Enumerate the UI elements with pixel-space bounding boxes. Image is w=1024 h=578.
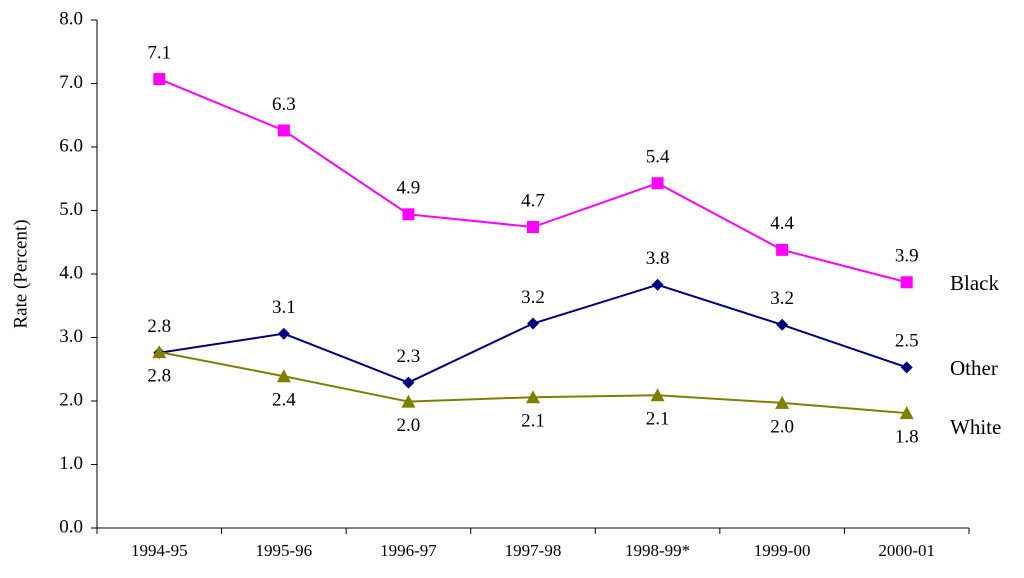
data-label: 3.9 [895, 246, 919, 267]
data-label: 2.1 [521, 411, 545, 432]
x-tick-label: 1995-96 [256, 541, 313, 560]
y-tick-label: 3.0 [59, 326, 83, 347]
marker [527, 317, 539, 330]
marker [153, 73, 166, 86]
data-label: 5.4 [646, 147, 670, 168]
marker [900, 276, 913, 289]
x-tick-label: 1994-95 [131, 541, 188, 560]
marker [776, 318, 789, 331]
y-tick-label: 8.0 [59, 8, 83, 29]
marker [899, 406, 914, 420]
y-tick-label: 2.0 [59, 389, 83, 410]
x-tick-label: 1998-99* [625, 541, 690, 560]
marker [900, 361, 913, 374]
marker [527, 221, 539, 234]
data-label: 2.8 [147, 316, 171, 337]
data-label: 3.2 [770, 288, 794, 309]
marker [776, 243, 789, 256]
legend-label: Other [950, 356, 998, 380]
x-tick-label: 1999-00 [754, 541, 811, 560]
data-label: 3.2 [521, 287, 545, 308]
marker [651, 278, 664, 291]
marker [650, 388, 665, 402]
data-label: 2.0 [770, 416, 794, 437]
marker [277, 327, 290, 340]
data-label: 1.8 [895, 426, 919, 447]
marker [775, 395, 790, 409]
data-label: 2.4 [272, 390, 296, 411]
marker [402, 376, 415, 389]
marker [402, 208, 415, 221]
data-label: 3.1 [272, 297, 296, 318]
y-tick-label: 7.0 [59, 72, 83, 93]
marker [651, 177, 664, 190]
data-label: 3.8 [646, 248, 670, 269]
data-label: 2.1 [646, 409, 670, 430]
data-label: 6.3 [272, 94, 296, 115]
y-tick-label: 0.0 [59, 516, 83, 537]
marker [152, 345, 167, 359]
data-label: 2.3 [397, 346, 421, 367]
marker [526, 390, 540, 404]
y-tick-label: 4.0 [59, 262, 83, 283]
x-tick-label: 1996-97 [380, 541, 437, 560]
x-tick-label: 1997-98 [505, 541, 562, 560]
data-label: 4.9 [397, 178, 421, 199]
data-label: 2.5 [895, 331, 919, 352]
y-tick-label: 6.0 [59, 135, 83, 156]
data-label: 4.4 [770, 213, 794, 234]
y-tick-label: 5.0 [59, 199, 83, 220]
data-label: 2.8 [147, 365, 171, 386]
legend-label: Black [950, 271, 999, 295]
marker [276, 369, 291, 383]
legend-label: White [950, 415, 1001, 439]
x-tick-label: 2000-01 [878, 541, 935, 560]
data-label: 2.0 [397, 415, 421, 436]
marker [401, 394, 416, 408]
data-label: 7.1 [147, 42, 171, 63]
marker [277, 124, 290, 137]
y-tick-label: 1.0 [59, 453, 83, 474]
data-label: 4.7 [521, 190, 545, 211]
y-axis-label: Rate (Percent) [10, 219, 31, 328]
